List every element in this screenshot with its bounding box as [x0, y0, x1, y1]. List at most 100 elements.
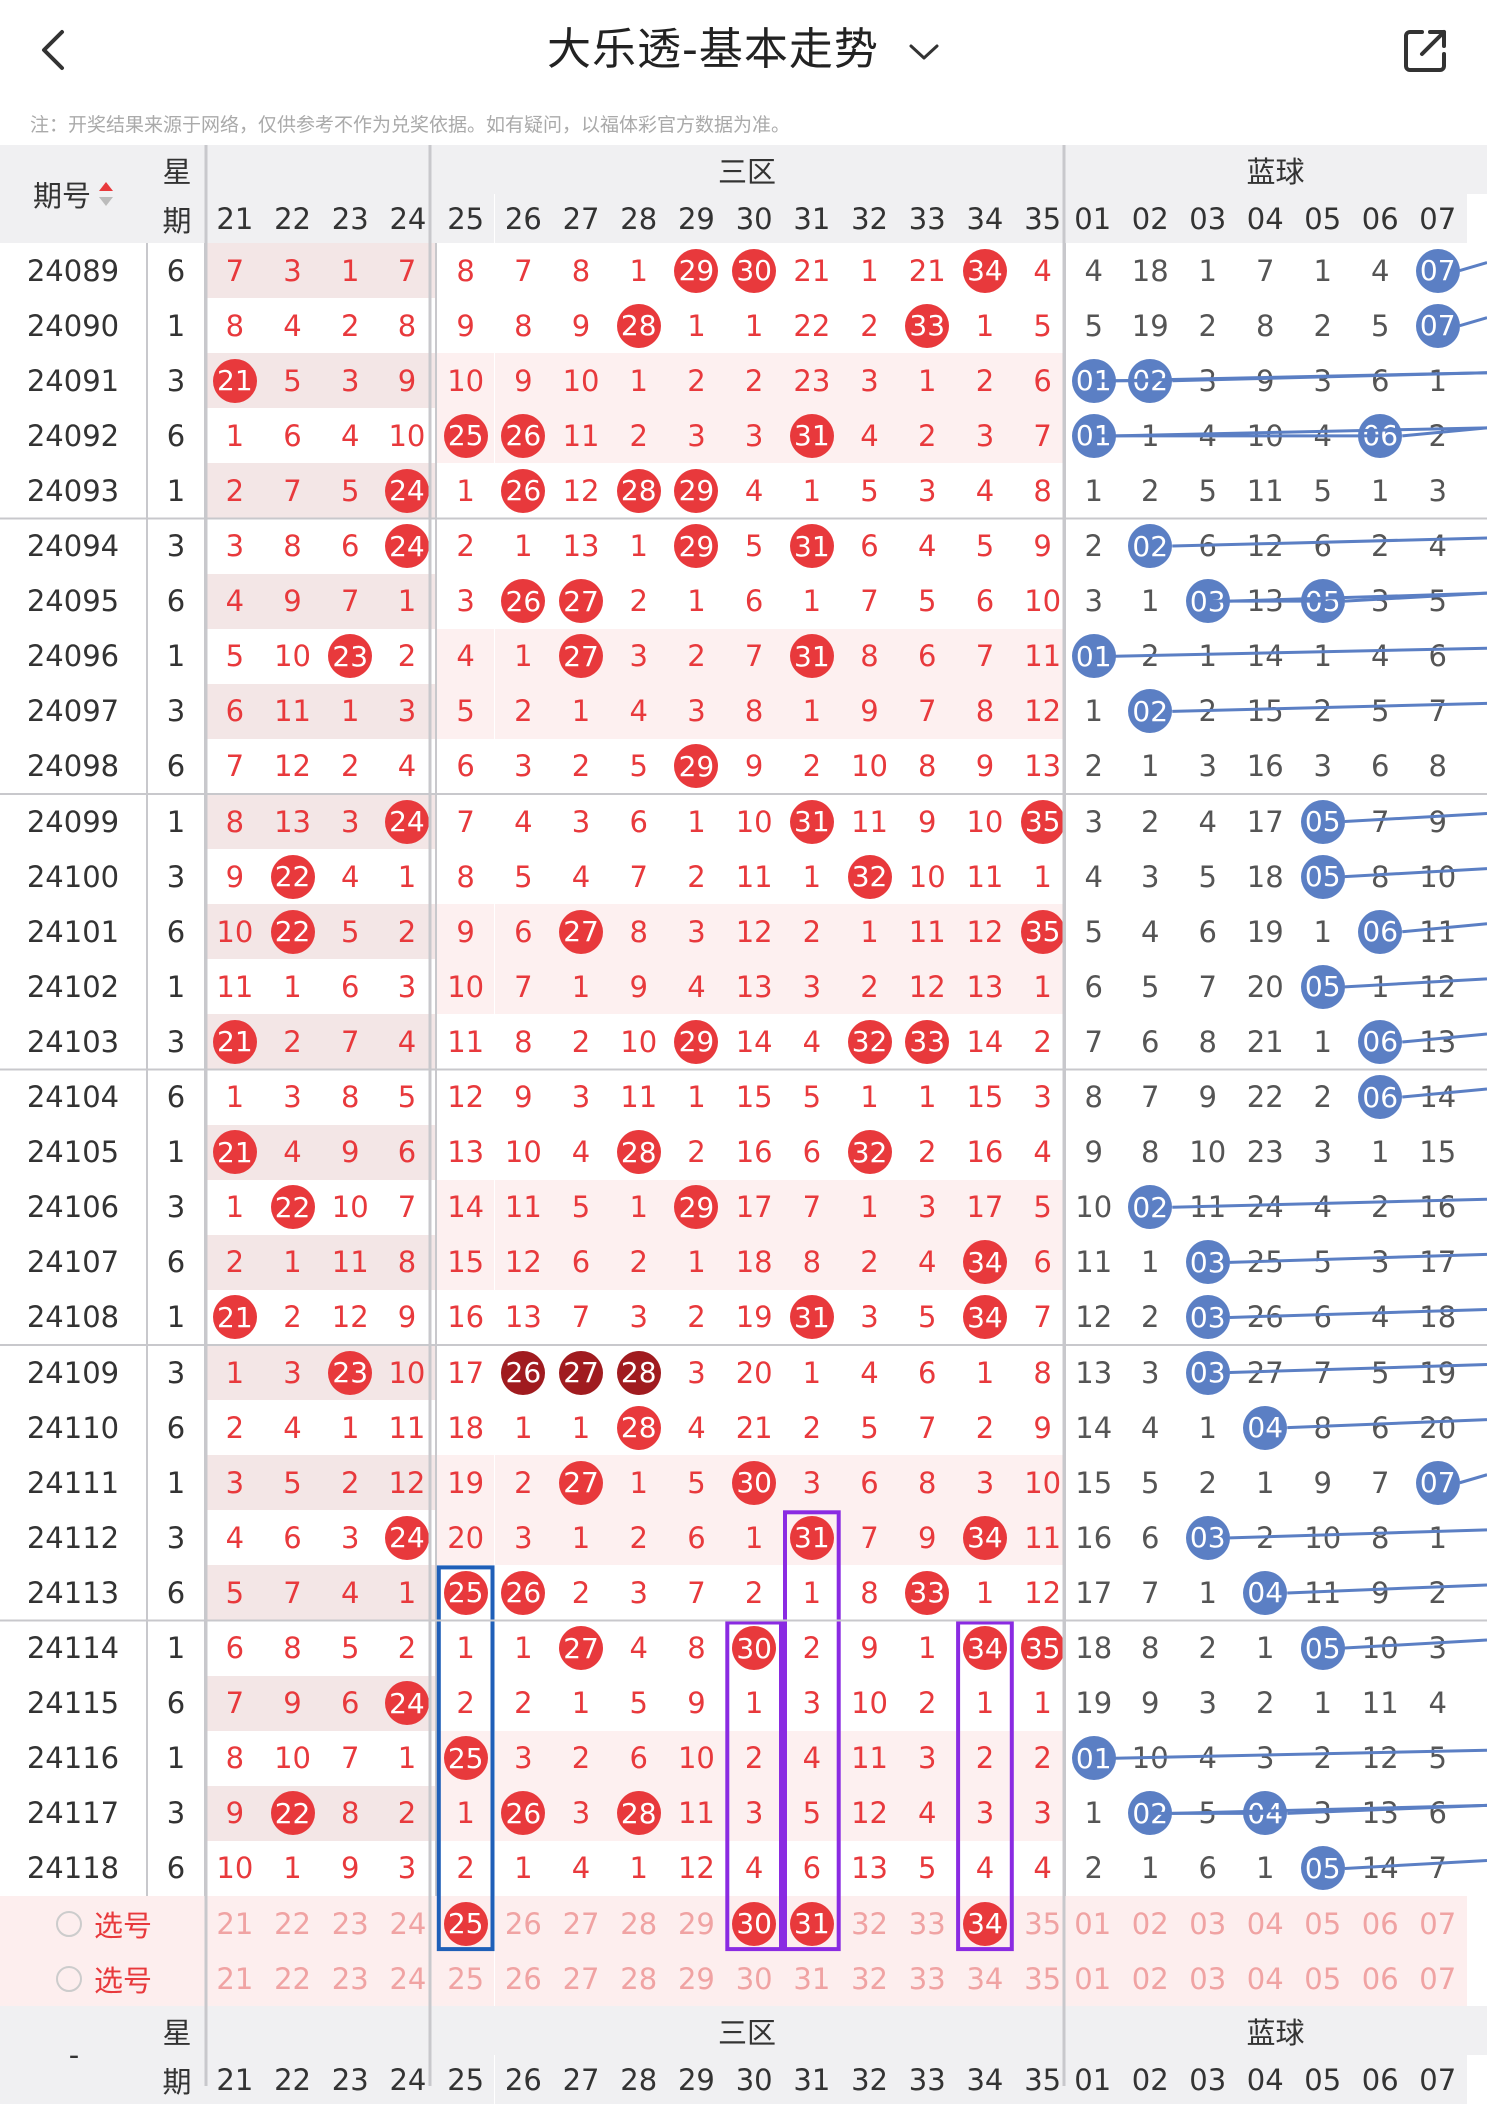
share-button[interactable] [1398, 22, 1454, 78]
blue-cell: 05 [1294, 794, 1352, 850]
pick-front-cell[interactable]: 28 [609, 1951, 668, 2007]
pick-front-cell[interactable]: 23 [321, 1951, 380, 2007]
miss-count: 1 [283, 1851, 302, 1886]
front-cell: 1 [494, 1840, 553, 1896]
blue-cell: 18 [1409, 1289, 1467, 1345]
front-cell: 2 [494, 683, 553, 739]
miss-count: 1 [397, 859, 417, 894]
pick-front-cell[interactable]: 35 [1013, 1951, 1072, 2007]
pick-blue-cell[interactable]: 06 [1351, 1896, 1409, 1952]
pick-blue-cell[interactable]: 04 [1236, 1896, 1294, 1952]
pick-blue-cell[interactable]: 03 [1179, 1951, 1237, 2007]
pick-front-cell[interactable]: 27 [552, 1951, 610, 2007]
miss-count: 20 [1419, 1410, 1457, 1445]
miss-count: 10 [1304, 1520, 1342, 1555]
front-cell: 11 [667, 1785, 726, 1841]
front-cell: 9 [321, 1124, 380, 1180]
pick-front-cell[interactable]: 25 [436, 1896, 495, 1952]
pick-front-cell[interactable]: 27 [552, 1896, 610, 1952]
pick-front-cell[interactable]: 32 [840, 1896, 899, 1952]
pick-blue-cell[interactable]: 06 [1351, 1951, 1409, 2007]
blue-cell: 27 [1236, 1345, 1294, 1401]
blue-cell: 15 [1236, 683, 1294, 739]
pick-front-cell[interactable]: 28 [609, 1896, 668, 1952]
front-cell: 22 [783, 298, 841, 354]
issue-cell: 24103 [0, 1014, 148, 1070]
pick-row-label[interactable]: 选号 [0, 1951, 206, 2007]
pick-blue-cell[interactable]: 05 [1294, 1896, 1352, 1952]
blue-col-label: 05 [1304, 2062, 1342, 2097]
pick-blue-cell[interactable]: 01 [1064, 1951, 1122, 2007]
pick-front-cell[interactable]: 22 [263, 1951, 322, 2007]
pick-front-cell[interactable]: 22 [263, 1896, 322, 1952]
week-value: 1 [166, 804, 186, 839]
pick-front-cell[interactable]: 21 [206, 1951, 264, 2007]
miss-count: 5 [629, 749, 648, 784]
miss-count: 2 [1033, 1741, 1052, 1776]
pick-front-cell[interactable]: 21 [206, 1896, 264, 1952]
front-cell: 3 [898, 463, 957, 519]
blue-cell: 2 [1179, 1620, 1237, 1676]
pick-front-cell[interactable]: 30 [725, 1951, 783, 2007]
blue-cell: 10 [1179, 1124, 1237, 1180]
front-cell: 9 [206, 1785, 264, 1841]
miss-count: 1 [514, 529, 533, 564]
pick-front-cell[interactable]: 33 [898, 1951, 957, 2007]
pick-front-cell[interactable]: 35 [1013, 1896, 1072, 1952]
pick-front-cell[interactable]: 29 [667, 1896, 726, 1952]
miss-count: 8 [975, 694, 995, 729]
pick-blue-cell[interactable]: 07 [1409, 1896, 1467, 1952]
pick-front-cell[interactable]: 30 [725, 1896, 783, 1952]
pick-front-cell[interactable]: 34 [956, 1951, 1014, 2007]
pick-front-cell[interactable]: 32 [840, 1951, 899, 2007]
pick-front-cell[interactable]: 26 [494, 1896, 553, 1952]
front-cell: 2 [898, 1124, 957, 1180]
front-cell: 1 [725, 1675, 783, 1731]
miss-count: 2 [975, 1410, 995, 1445]
pick-blue-cell[interactable]: 05 [1294, 1951, 1352, 2007]
pick-blue-cell[interactable]: 04 [1236, 1951, 1294, 2007]
pick-front-cell[interactable]: 26 [494, 1951, 553, 2007]
pick-blue-cell[interactable]: 02 [1121, 1951, 1179, 2007]
front-cell: 11 [609, 1069, 668, 1125]
blue-cell: 5 [1179, 1785, 1237, 1841]
miss-count: 8 [571, 253, 591, 288]
blue-cell: 10 [1064, 1179, 1122, 1235]
back-button[interactable] [28, 22, 84, 78]
miss-count: 6 [1033, 1245, 1052, 1280]
pick-front-cell[interactable]: 33 [898, 1896, 957, 1952]
blue-cell: 11 [1294, 1565, 1352, 1621]
pick-front-cell[interactable]: 24 [379, 1951, 437, 2007]
front-cell: 4 [263, 1124, 322, 1180]
pick-front-cell[interactable]: 24 [379, 1896, 437, 1952]
front-cell: 10 [379, 408, 437, 464]
miss-count: 7 [571, 1300, 591, 1335]
radio-circle-icon[interactable] [54, 1909, 84, 1939]
pick-number: 04 [1246, 1906, 1284, 1941]
front-cell: 6 [263, 408, 322, 464]
pick-row-label[interactable]: 选号 [0, 1896, 206, 1952]
pick-front-cell[interactable]: 25 [436, 1951, 495, 2007]
page-title-dropdown[interactable]: 大乐透-基本走势 [0, 18, 1487, 82]
pick-front-cell[interactable]: 31 [783, 1896, 841, 1952]
front-cell: 16 [956, 1124, 1014, 1180]
red-ball: 31 [789, 1295, 834, 1340]
pick-blue-cell[interactable]: 03 [1179, 1896, 1237, 1952]
front-cell: 7 [667, 1565, 726, 1621]
radio-circle-icon[interactable] [54, 1964, 84, 1994]
front-cell: 13 [436, 1124, 495, 1180]
pick-front-cell[interactable]: 29 [667, 1951, 726, 2007]
miss-count: 6 [283, 418, 302, 453]
pick-blue-cell[interactable]: 01 [1064, 1896, 1122, 1952]
miss-count: 1 [514, 1410, 533, 1445]
pick-blue-cell[interactable]: 02 [1121, 1896, 1179, 1952]
front-cell: 7 [1013, 408, 1072, 464]
blue-cell: 3 [1236, 1730, 1294, 1786]
pick-front-cell[interactable]: 23 [321, 1896, 380, 1952]
blue-cell: 2 [1409, 1565, 1467, 1621]
pick-front-cell[interactable]: 31 [783, 1951, 841, 2007]
pick-blue-cell[interactable]: 07 [1409, 1951, 1467, 2007]
front-cell: 21 [783, 243, 841, 299]
issue-header[interactable]: 期号 [0, 145, 148, 243]
pick-front-cell[interactable]: 34 [956, 1896, 1014, 1952]
